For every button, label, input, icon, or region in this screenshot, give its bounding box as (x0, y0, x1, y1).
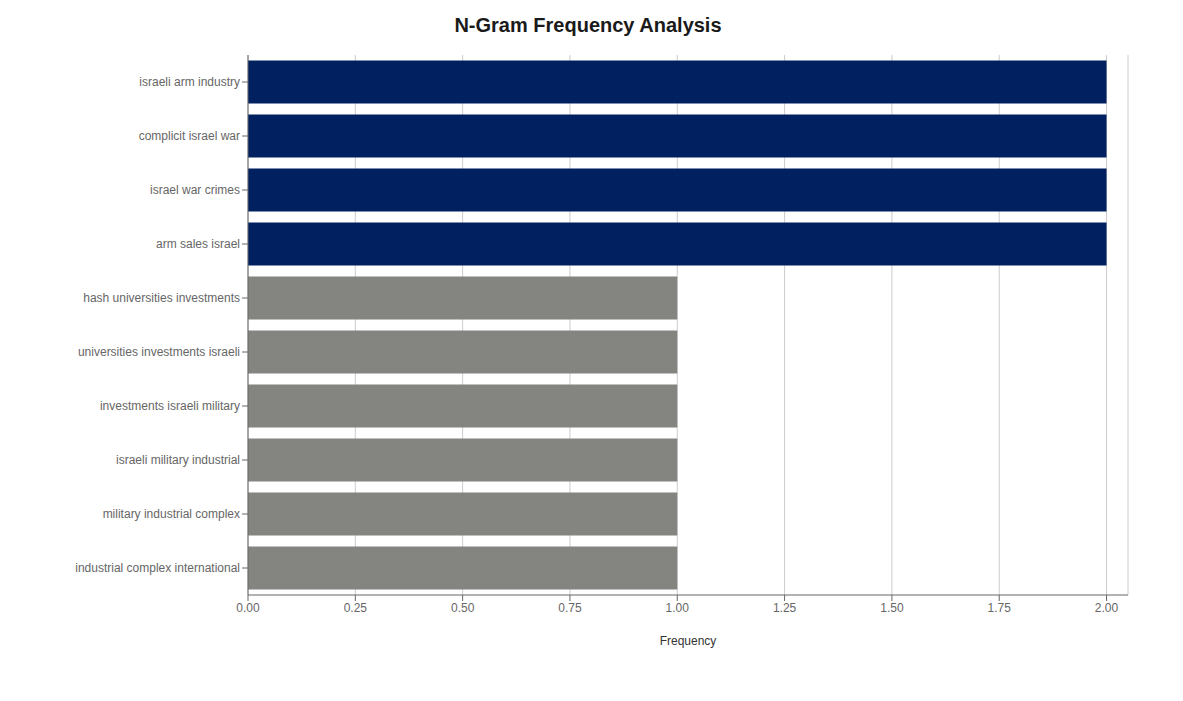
svg-text:0.00: 0.00 (236, 601, 260, 615)
svg-text:investments israeli military: investments israeli military (100, 399, 240, 413)
svg-text:2.00: 2.00 (1095, 601, 1119, 615)
svg-text:industrial complex internation: industrial complex international (75, 561, 240, 575)
svg-text:1.75: 1.75 (988, 601, 1012, 615)
svg-text:1.50: 1.50 (880, 601, 904, 615)
svg-text:israel war crimes: israel war crimes (150, 183, 240, 197)
html-text:N-Gram Frequency Analysis: N-Gram Frequency Analysis (454, 14, 722, 36)
svg-text:hash universities investments: hash universities investments (83, 291, 240, 305)
svg-text:israeli arm industry: israeli arm industry (139, 75, 240, 89)
svg-text:1.25: 1.25 (773, 601, 797, 615)
svg-text:0.25: 0.25 (344, 601, 368, 615)
svg-text:1.00: 1.00 (666, 601, 690, 615)
svg-text:israeli military industrial: israeli military industrial (116, 453, 240, 467)
svg-text:Frequency: Frequency (660, 634, 717, 648)
svg-text:universities investments israe: universities investments israeli (78, 345, 240, 359)
svg-text:arm sales israel: arm sales israel (156, 237, 240, 251)
svg-text:military industrial complex: military industrial complex (103, 507, 240, 521)
svg-text:0.50: 0.50 (451, 601, 475, 615)
svg-text:0.75: 0.75 (558, 601, 582, 615)
svg-text:complicit israel war: complicit israel war (139, 129, 240, 143)
